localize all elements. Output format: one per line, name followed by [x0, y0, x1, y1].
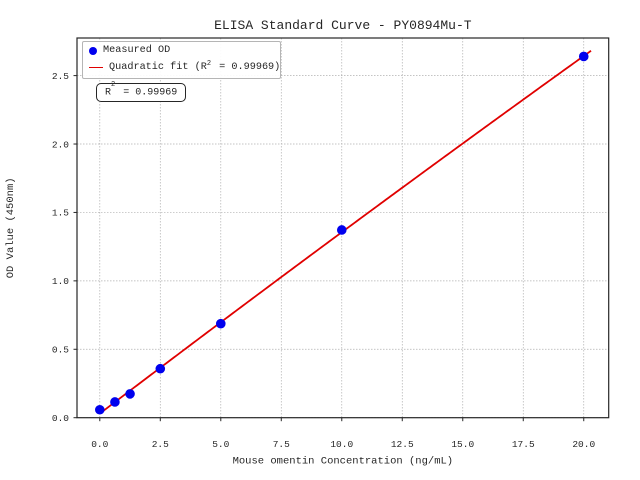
svg-text:0.5: 0.5 [52, 345, 69, 356]
svg-text:OD Value (450nm): OD Value (450nm) [5, 177, 17, 278]
svg-text:2.0: 2.0 [52, 139, 69, 150]
svg-text:1.0: 1.0 [52, 276, 69, 287]
svg-text:2.5: 2.5 [52, 71, 69, 82]
svg-text:10.0: 10.0 [330, 439, 353, 450]
svg-text:17.5: 17.5 [512, 439, 535, 450]
svg-text:12.5: 12.5 [391, 439, 414, 450]
svg-text:ELISA Standard Curve - PY0894M: ELISA Standard Curve - PY0894Mu-T [214, 18, 472, 33]
svg-text:5.0: 5.0 [212, 439, 229, 450]
svg-text:20.0: 20.0 [572, 439, 595, 450]
svg-text:7.5: 7.5 [273, 439, 290, 450]
svg-text:0.0: 0.0 [91, 439, 108, 450]
svg-text:15.0: 15.0 [451, 439, 474, 450]
svg-text:0.0: 0.0 [52, 413, 69, 424]
svg-text:Mouse omentin Concentration (n: Mouse omentin Concentration (ng/mL) [233, 456, 454, 468]
svg-text:2.5: 2.5 [152, 439, 169, 450]
svg-text:1.5: 1.5 [52, 208, 69, 219]
